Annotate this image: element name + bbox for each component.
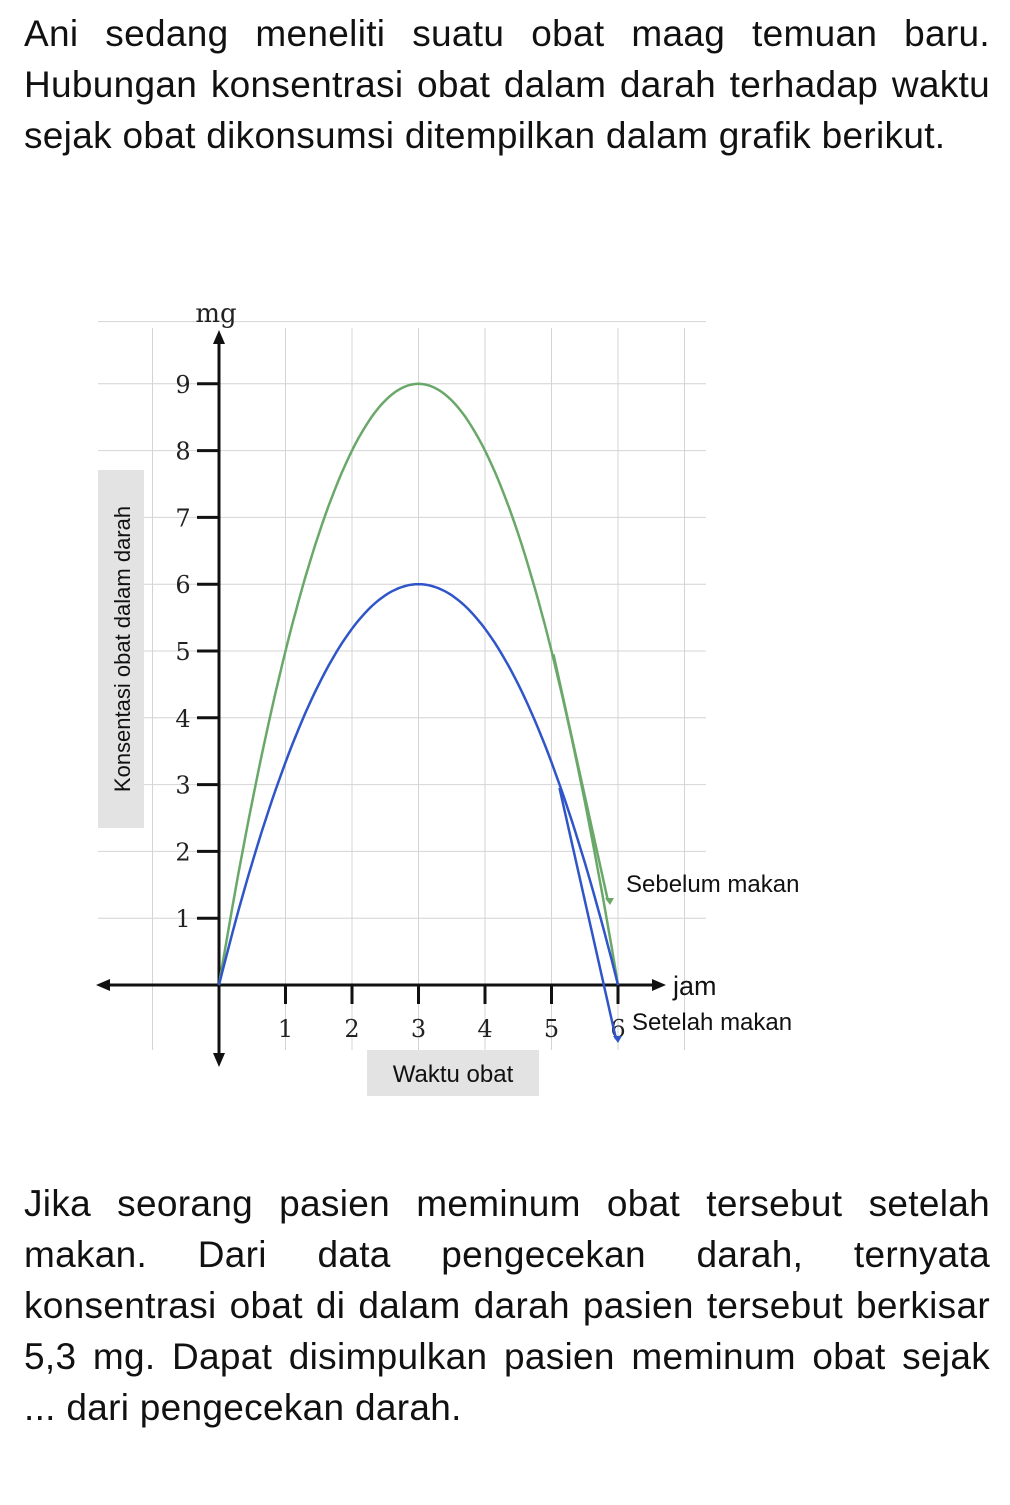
y-tick-label: 6 (175, 571, 190, 599)
x-axis-title: Waktu obat (393, 1061, 514, 1088)
y-unit-label: mg (195, 299, 236, 329)
legend-label: Setelah makan (632, 1009, 792, 1036)
series-line (217, 582, 620, 986)
intro-paragraph: Ani sedang meneliti suatu obat maag temu… (24, 13, 990, 156)
question-paragraph: Jika seorang pasien meminum obat tersebu… (24, 1183, 990, 1428)
annotation-leader-line (558, 787, 618, 1040)
y-tick-label: 8 (175, 438, 190, 466)
series-line (217, 382, 620, 986)
x-axis-title-box (367, 1050, 539, 1096)
chart-grid (98, 321, 706, 1050)
y-tick-label: 1 (175, 905, 190, 933)
annotation-arrowhead (613, 1036, 622, 1043)
y-tick-label: 3 (175, 772, 190, 800)
y-axis-down-arrow (213, 1053, 225, 1067)
chart-labels: mg jam Konsentasi obat dalam darah Waktu… (98, 299, 799, 1096)
y-axis-title: Konsentasi obat dalam darah (110, 506, 135, 792)
legend-label: Sebelum makan (626, 871, 799, 898)
x-tick-label: 1 (278, 1015, 293, 1043)
y-tick-label: 2 (175, 838, 190, 866)
x-tick-label: 4 (477, 1015, 492, 1043)
y-tick-label: 9 (175, 371, 190, 399)
y-axis-up-arrow (213, 330, 225, 344)
y-tick-label: 5 (175, 638, 190, 666)
chart-axes (96, 330, 666, 1067)
x-tick-label: 2 (344, 1015, 359, 1043)
x-tick-label: 5 (544, 1015, 559, 1043)
annotation-leader-line (552, 654, 610, 902)
x-unit-label: jam (672, 971, 717, 1001)
x-tick-label: 3 (411, 1015, 426, 1043)
y-tick-label: 7 (175, 504, 190, 532)
y-axis-title-box (98, 470, 144, 828)
x-axis-left-arrow (96, 979, 110, 991)
x-axis-right-arrow (652, 979, 666, 991)
annotation-arrowhead (605, 898, 614, 905)
y-tick-label: 4 (175, 705, 190, 733)
chart-series (217, 382, 620, 986)
